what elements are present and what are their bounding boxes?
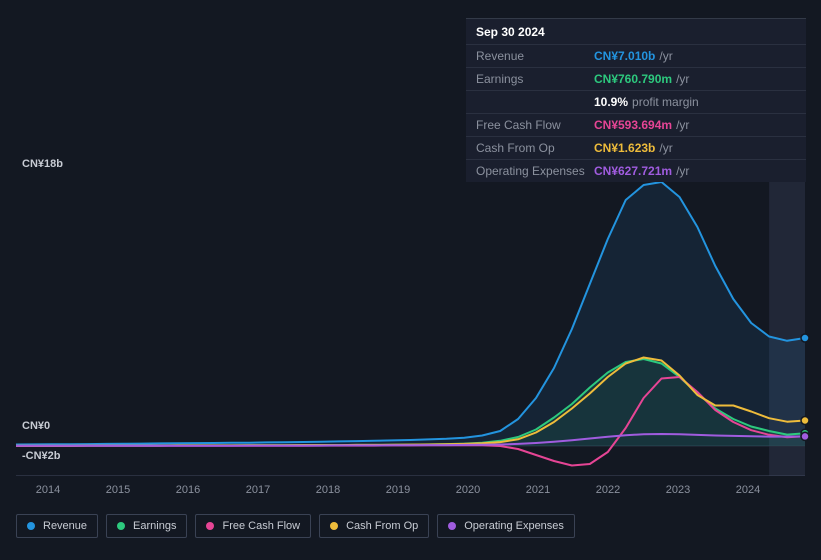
- legend-item[interactable]: Free Cash Flow: [195, 514, 311, 538]
- tooltip-metric-unit: /yr: [659, 49, 672, 63]
- legend-label: Free Cash Flow: [222, 520, 300, 532]
- tooltip-metric-unit: /yr: [659, 141, 672, 155]
- legend-item[interactable]: Earnings: [106, 514, 187, 538]
- x-tick-label: 2024: [736, 484, 760, 496]
- tooltip-metric-label: Revenue: [476, 49, 594, 63]
- legend-label: Earnings: [133, 520, 176, 532]
- tooltip-metric-value: CN¥760.790m: [594, 72, 672, 86]
- legend-color-icon: [27, 522, 35, 530]
- x-tick-label: 2020: [456, 484, 480, 496]
- tooltip-metric-label: Free Cash Flow: [476, 118, 594, 132]
- tooltip-row: RevenueCN¥7.010b/yr: [466, 44, 806, 67]
- x-tick-label: 2018: [316, 484, 340, 496]
- x-tick-label: 2023: [666, 484, 690, 496]
- tooltip-row: EarningsCN¥760.790m/yr: [466, 67, 806, 90]
- tooltip-metric-value: CN¥7.010b: [594, 49, 655, 63]
- x-tick-label: 2021: [526, 484, 550, 496]
- x-tick-label: 2016: [176, 484, 200, 496]
- plot-area[interactable]: [16, 176, 805, 476]
- legend-color-icon: [448, 522, 456, 530]
- tooltip-metric-label: Earnings: [476, 72, 594, 86]
- y-axis-max-label: CN¥18b: [22, 158, 63, 170]
- tooltip-metric-unit: /yr: [676, 72, 689, 86]
- legend-item[interactable]: Operating Expenses: [437, 514, 575, 538]
- tooltip-metric-value: CN¥627.721m: [594, 164, 672, 178]
- legend-item[interactable]: Revenue: [16, 514, 98, 538]
- legend-color-icon: [330, 522, 338, 530]
- legend-color-icon: [117, 522, 125, 530]
- x-tick-label: 2022: [596, 484, 620, 496]
- chart-tooltip: Sep 30 2024 RevenueCN¥7.010b/yrEarningsC…: [466, 18, 806, 182]
- tooltip-row: Free Cash FlowCN¥593.694m/yr: [466, 113, 806, 136]
- tooltip-metric-unit: /yr: [676, 164, 689, 178]
- tooltip-date: Sep 30 2024: [466, 19, 806, 44]
- legend-label: Revenue: [43, 520, 87, 532]
- tooltip-metric-label: Cash From Op: [476, 141, 594, 155]
- legend-label: Operating Expenses: [464, 520, 564, 532]
- tooltip-metric-unit: profit margin: [632, 95, 699, 109]
- tooltip-row: 10.9% profit margin: [466, 90, 806, 113]
- tooltip-metric-unit: /yr: [676, 118, 689, 132]
- tooltip-metric-label: Operating Expenses: [476, 164, 594, 178]
- legend-item[interactable]: Cash From Op: [319, 514, 429, 538]
- legend-label: Cash From Op: [346, 520, 418, 532]
- tooltip-metric-value: CN¥593.694m: [594, 118, 672, 132]
- chart-legend: Revenue Earnings Free Cash Flow Cash From O…: [16, 514, 575, 538]
- tooltip-row: Operating ExpensesCN¥627.721m/yr: [466, 159, 806, 182]
- legend-color-icon: [206, 522, 214, 530]
- x-tick-label: 2019: [386, 484, 410, 496]
- x-tick-label: 2015: [106, 484, 130, 496]
- x-tick-label: 2014: [36, 484, 60, 496]
- x-tick-label: 2017: [246, 484, 270, 496]
- tooltip-metric-value: 10.9%: [594, 95, 628, 109]
- x-axis: 2014 2015 2016 2017 2018 2019 2020 2021 2022 2023…: [16, 484, 805, 504]
- tooltip-metric-value: CN¥1.623b: [594, 141, 655, 155]
- tooltip-row: Cash From OpCN¥1.623b/yr: [466, 136, 806, 159]
